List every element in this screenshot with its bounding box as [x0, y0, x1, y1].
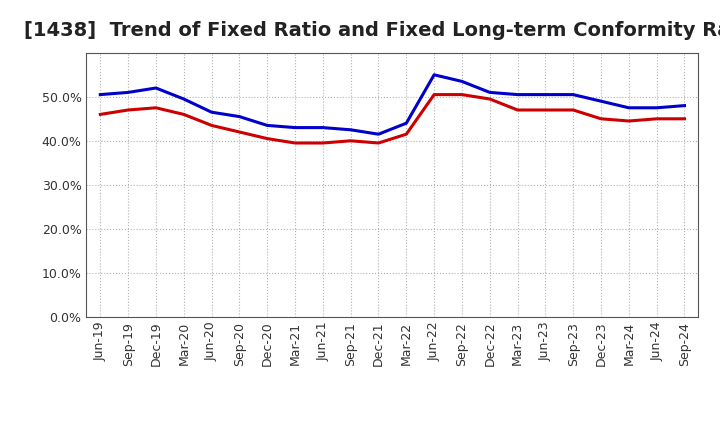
Fixed Ratio: [346, 127, 355, 132]
Line: Fixed Ratio: Fixed Ratio: [100, 75, 685, 134]
Fixed Long-term Conformity Ratio: [513, 107, 522, 113]
Fixed Ratio: [597, 99, 606, 104]
Fixed Long-term Conformity Ratio: [402, 132, 410, 137]
Fixed Long-term Conformity Ratio: [680, 116, 689, 121]
Fixed Long-term Conformity Ratio: [291, 140, 300, 146]
Fixed Ratio: [624, 105, 633, 110]
Fixed Long-term Conformity Ratio: [569, 107, 577, 113]
Fixed Ratio: [458, 79, 467, 84]
Fixed Long-term Conformity Ratio: [235, 129, 243, 135]
Fixed Long-term Conformity Ratio: [263, 136, 271, 141]
Fixed Long-term Conformity Ratio: [652, 116, 661, 121]
Fixed Long-term Conformity Ratio: [207, 123, 216, 128]
Fixed Ratio: [291, 125, 300, 130]
Fixed Ratio: [207, 110, 216, 115]
Fixed Ratio: [485, 90, 494, 95]
Fixed Long-term Conformity Ratio: [124, 107, 132, 113]
Fixed Ratio: [96, 92, 104, 97]
Fixed Long-term Conformity Ratio: [430, 92, 438, 97]
Fixed Long-term Conformity Ratio: [318, 140, 327, 146]
Fixed Long-term Conformity Ratio: [541, 107, 550, 113]
Fixed Ratio: [569, 92, 577, 97]
Fixed Long-term Conformity Ratio: [624, 118, 633, 124]
Fixed Ratio: [263, 123, 271, 128]
Fixed Ratio: [124, 90, 132, 95]
Fixed Long-term Conformity Ratio: [152, 105, 161, 110]
Fixed Ratio: [374, 132, 383, 137]
Title: [1438]  Trend of Fixed Ratio and Fixed Long-term Conformity Ratio: [1438] Trend of Fixed Ratio and Fixed Lo…: [24, 21, 720, 40]
Fixed Ratio: [680, 103, 689, 108]
Fixed Ratio: [318, 125, 327, 130]
Fixed Long-term Conformity Ratio: [597, 116, 606, 121]
Fixed Long-term Conformity Ratio: [346, 138, 355, 143]
Fixed Ratio: [652, 105, 661, 110]
Fixed Ratio: [513, 92, 522, 97]
Fixed Ratio: [430, 72, 438, 77]
Line: Fixed Long-term Conformity Ratio: Fixed Long-term Conformity Ratio: [100, 95, 685, 143]
Fixed Long-term Conformity Ratio: [374, 140, 383, 146]
Fixed Long-term Conformity Ratio: [485, 96, 494, 102]
Fixed Long-term Conformity Ratio: [96, 112, 104, 117]
Fixed Long-term Conformity Ratio: [179, 112, 188, 117]
Fixed Ratio: [179, 96, 188, 102]
Fixed Ratio: [152, 85, 161, 91]
Fixed Ratio: [235, 114, 243, 119]
Fixed Ratio: [402, 121, 410, 126]
Fixed Long-term Conformity Ratio: [458, 92, 467, 97]
Fixed Ratio: [541, 92, 550, 97]
